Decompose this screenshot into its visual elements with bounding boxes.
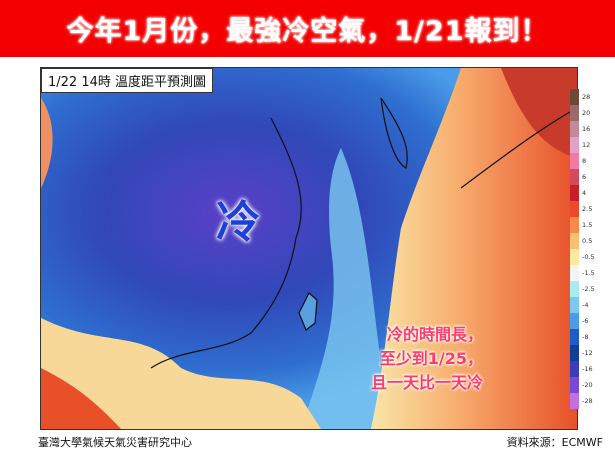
legend-swatch [570, 105, 579, 121]
legend-swatch [570, 233, 579, 249]
legend-entry: 12 [570, 137, 610, 153]
legend-label: -20 [582, 381, 593, 389]
legend-entry: -12 [570, 345, 610, 361]
japan-coastline [460, 107, 577, 189]
warm-south-region [41, 318, 321, 429]
legend-entry: -8 [570, 329, 610, 345]
legend-entry: -2.5 [570, 281, 610, 297]
legend-label: 8 [582, 157, 587, 165]
legend-swatch [570, 281, 579, 297]
headline-banner: 今年1月份，最強冷空氣，1/21報到！ [0, 0, 615, 57]
korea-coastline [380, 97, 408, 169]
legend-label: 12 [582, 141, 591, 149]
legend-label: -1.5 [582, 269, 595, 277]
legend-entry: 0.5 [570, 233, 610, 249]
legend-swatch [570, 377, 579, 393]
legend-label: 28 [582, 93, 591, 101]
legend-entry: 20 [570, 105, 610, 121]
legend-swatch [570, 185, 579, 201]
legend-swatch [570, 329, 579, 345]
legend-label: 16 [582, 125, 591, 133]
legend-label: 20 [582, 109, 591, 117]
source-institution: 臺灣大學氣候天氣災害研究中心 [38, 436, 192, 449]
map-title: 1/22 14時 溫度距平預測圖 [41, 68, 213, 93]
legend-label: 6 [582, 173, 587, 181]
legend-swatch [570, 265, 579, 281]
legend-entry: 6 [570, 169, 610, 185]
legend-entry: 8 [570, 153, 610, 169]
map-shading [41, 68, 577, 429]
data-source: 資料來源：ECMWF [506, 436, 603, 449]
note-line: 至少到1/25， [379, 349, 484, 368]
legend-entry: 1.5 [570, 217, 610, 233]
legend-swatch [570, 361, 579, 377]
legend-swatch [570, 297, 579, 313]
china-coastline [150, 117, 302, 369]
warm-ocean-region [371, 68, 577, 429]
legend-swatch [570, 393, 579, 409]
legend-label: -0.5 [582, 253, 595, 261]
legend-entry: -4 [570, 297, 610, 313]
legend-label: -6 [582, 317, 589, 325]
legend-entry: 16 [570, 121, 610, 137]
taiwan-outline [298, 292, 318, 331]
legend-swatch [570, 249, 579, 265]
legend-label: 2.5 [582, 205, 593, 213]
legend-entry: -1.5 [570, 265, 610, 281]
legend-label: 1.5 [582, 221, 593, 229]
legend-entry: 28 [570, 89, 610, 105]
legend-swatch [570, 345, 579, 361]
legend-swatch [570, 169, 579, 185]
legend-swatch [570, 313, 579, 329]
legend-swatch [570, 201, 579, 217]
note-line: 且一天比一天冷 [371, 373, 484, 392]
note-line: 冷的時間長， [387, 325, 484, 344]
legend-label: -4 [582, 301, 589, 309]
legend-swatch [570, 217, 579, 233]
legend-entry: 4 [570, 185, 610, 201]
legend-swatch [570, 137, 579, 153]
legend-entry: -0.5 [570, 249, 610, 265]
legend-label: 0.5 [582, 237, 593, 245]
legend-swatch [570, 89, 579, 105]
cold-label: 冷 [216, 197, 260, 248]
legend-entry: -28 [570, 393, 610, 409]
legend-swatch [570, 153, 579, 169]
warm-west-region [41, 98, 53, 188]
hot-indochina-region [41, 368, 121, 429]
japan-warm-region [501, 68, 577, 158]
temperature-anomaly-map: 1/22 14時 溫度距平預測圖 冷 冷的時間長， 至少到1/25， 且一天比一… [40, 67, 578, 430]
headline: 今年1月份，最強冷空氣，1/21報到！ [66, 16, 549, 47]
legend-swatch [570, 121, 579, 137]
legend-label: -16 [582, 365, 593, 373]
legend-label: -8 [582, 333, 589, 341]
legend-label: -12 [582, 349, 593, 357]
legend-label: 4 [582, 189, 587, 197]
legend-entry: -16 [570, 361, 610, 377]
legend-entry: -20 [570, 377, 610, 393]
legend-label: -28 [582, 397, 593, 405]
legend-label: -2.5 [582, 285, 595, 293]
forecast-note: 冷的時間長， 至少到1/25， 且一天比一天冷 [371, 323, 483, 395]
color-legend: 28 20 16 12 8 6 4 2.5 1.5 0.5 -0.5 -1.5 -2.5 -4 -6 -8 -1… [570, 89, 610, 409]
legend-entry: -6 [570, 313, 610, 329]
legend-entry: 2.5 [570, 201, 610, 217]
transition-band [301, 148, 391, 429]
